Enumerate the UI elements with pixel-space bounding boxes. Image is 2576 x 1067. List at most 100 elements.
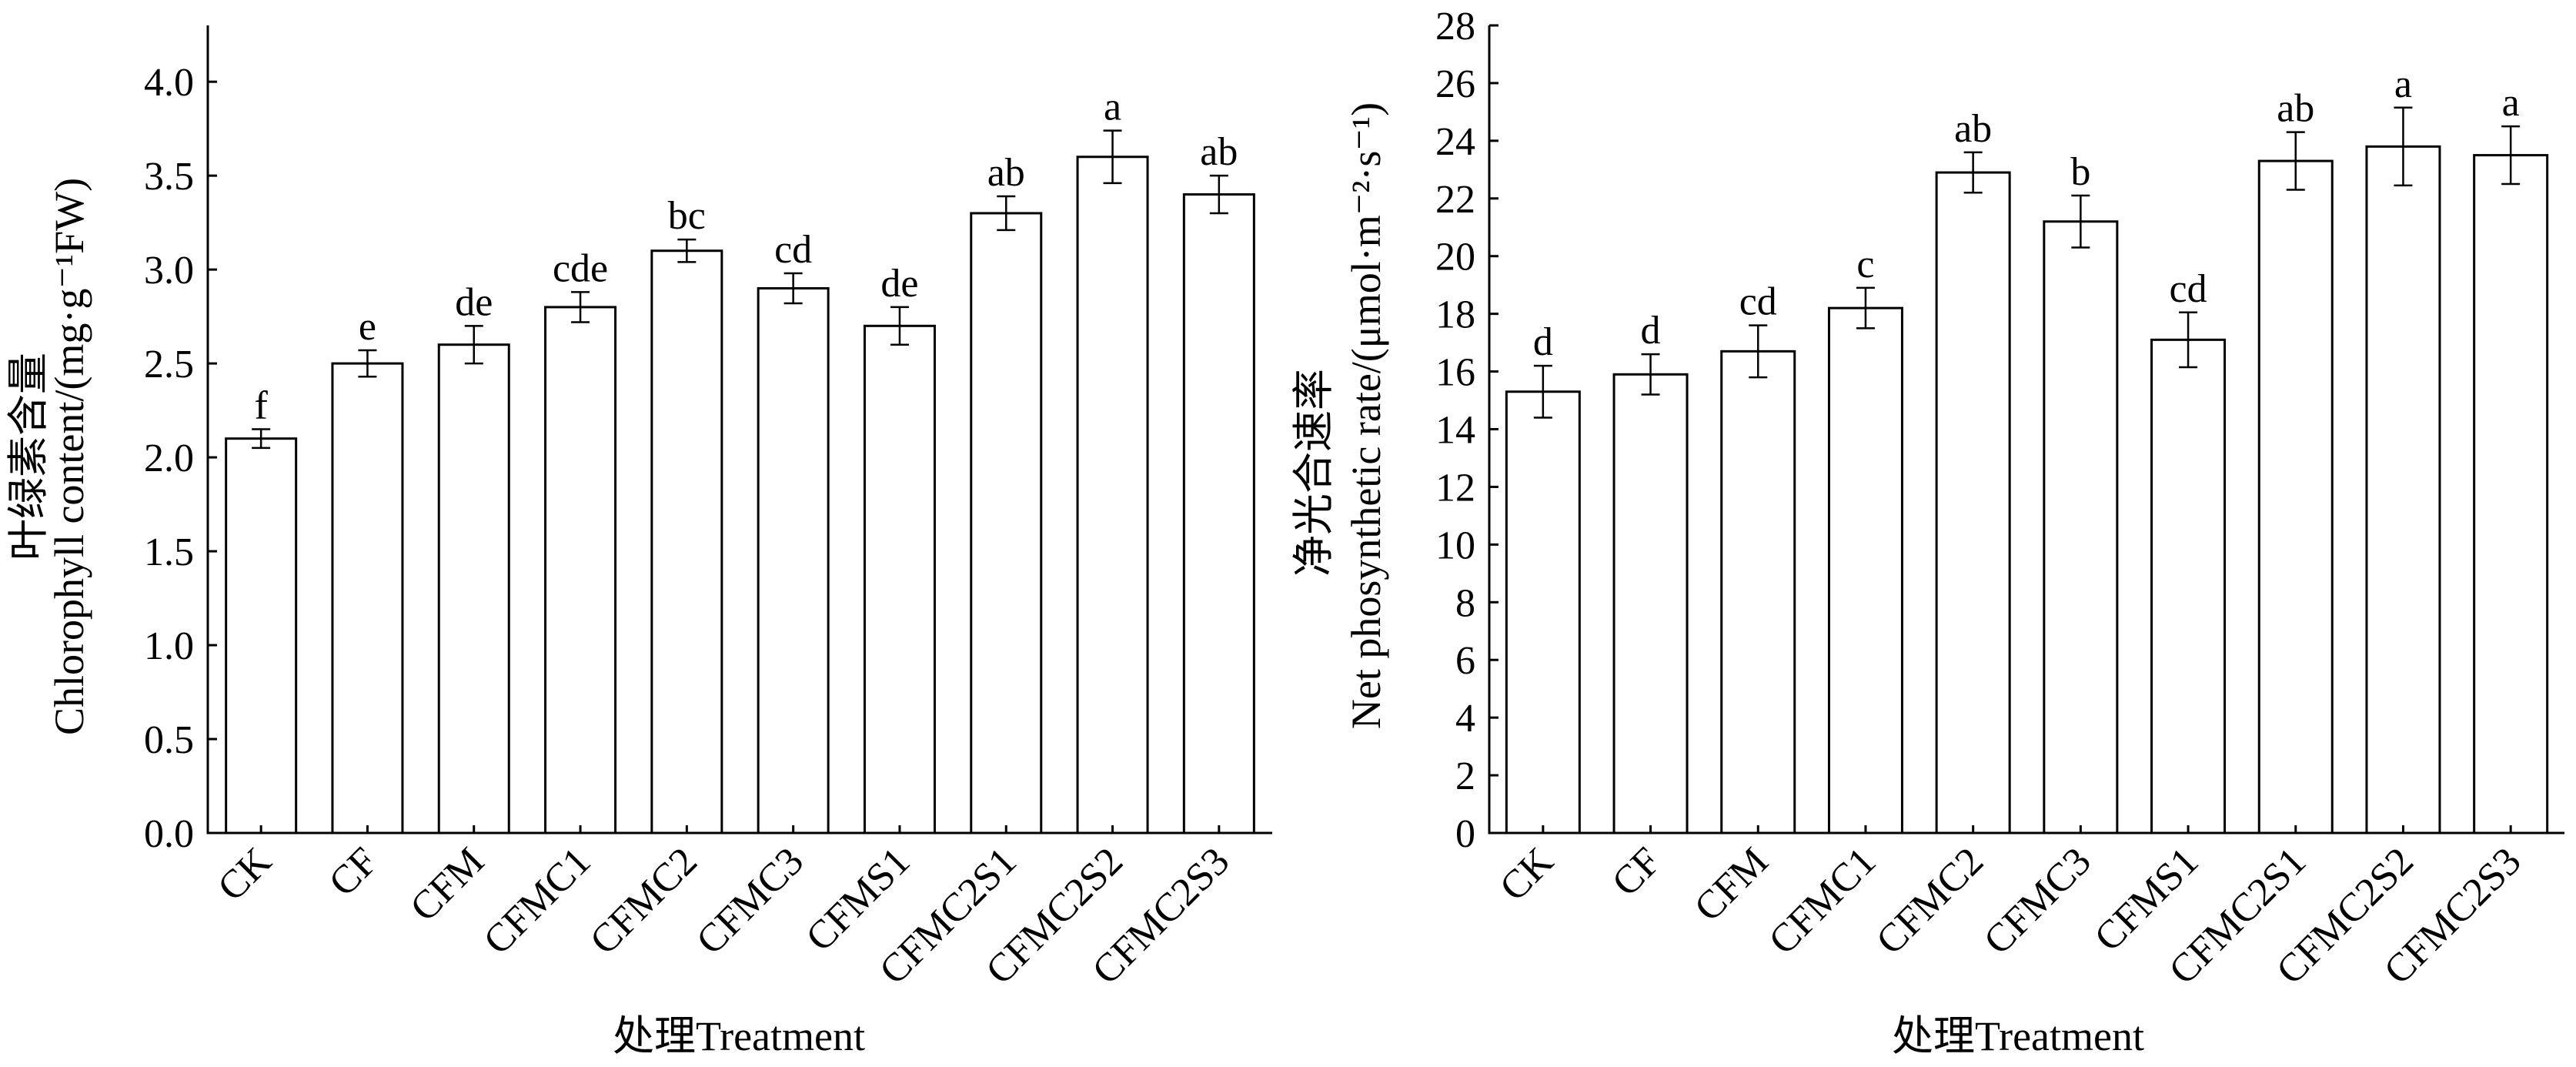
error-bar (997, 195, 1016, 232)
error-bar (464, 325, 483, 365)
y-tick-label: 6 (1455, 639, 1475, 683)
y-tick-label: 2.5 (144, 343, 194, 386)
category-label: CK (209, 839, 280, 910)
category-label: CFMC1 (1761, 839, 1885, 963)
significance-letter: cde (553, 246, 608, 290)
y-tick-label: 4 (1455, 697, 1475, 741)
significance-letter: d (1641, 309, 1661, 353)
category-label: CFM (1686, 839, 1777, 930)
y-tick-label: 3.0 (144, 249, 194, 293)
error-bar (1963, 151, 1983, 194)
error-bar (252, 428, 271, 450)
net-photosynthetic-rate-chart: 净光合速率 Net phosynthetic rate/(μmol·m⁻²·s⁻… (1291, 5, 2564, 1059)
bar-cf (1612, 373, 1689, 835)
bar-cfmc1 (1827, 306, 1903, 835)
error-bar (1641, 353, 1660, 396)
bar-ck (225, 437, 298, 835)
y-axis-label-en: Net phosynthetic rate/(μmol·m⁻²·s⁻¹) (1343, 102, 1389, 729)
error-bar (2286, 131, 2305, 191)
y-tick-label: 1.0 (144, 624, 194, 668)
bar-cfm (1720, 350, 1796, 835)
y-tick-label: 0.5 (144, 718, 194, 762)
y-axis-label-en: Chlorophyll content/(mg·g⁻¹FW) (46, 178, 92, 735)
significance-letter: bc (668, 194, 706, 238)
bar-cfmc3 (757, 287, 830, 835)
y-axis-label-cn: 叶绿素含量 (5, 353, 52, 560)
significance-letter: f (254, 384, 268, 428)
y-tick-label: 8 (1455, 581, 1475, 625)
y-tick-label: 18 (1435, 293, 1475, 337)
bar-cfm (437, 343, 510, 835)
category-label: CF (1604, 839, 1669, 905)
bar-ck (1505, 390, 1581, 835)
error-bar (1749, 324, 1768, 379)
error-bar (1533, 364, 1552, 419)
bar-cfmc2s3 (1182, 193, 1255, 835)
bar-cfmc2s1 (2257, 159, 2334, 835)
error-bar (2179, 311, 2198, 369)
significance-letter: cd (2170, 267, 2207, 311)
category-label: CFMC2 (1868, 839, 1992, 963)
x-axis-label: 处理Treatment (613, 1013, 865, 1059)
significance-letter: a (2394, 62, 2412, 106)
category-label: CFMC2 (582, 839, 706, 963)
chlorophyll-chart: 叶绿素含量 Chlorophyll content/(mg·g⁻¹FW) 处理T… (5, 25, 1272, 1059)
error-bar (677, 238, 697, 263)
x-axis-label: 处理Treatment (1892, 1013, 2144, 1059)
y-axis-label-cn: 净光合速率 (1291, 369, 1337, 577)
error-bar (1209, 174, 1228, 215)
bar-cfms1 (863, 324, 936, 835)
error-bar (571, 291, 590, 323)
bar-cfmc3 (2043, 220, 2119, 835)
y-tick-label: 0.0 (144, 812, 194, 856)
y-tick-label: 2 (1455, 754, 1475, 798)
significance-letter: de (880, 262, 918, 306)
bar-cfmc2s1 (970, 212, 1043, 835)
bar-cfmc2 (650, 249, 723, 835)
category-label: CK (1492, 839, 1562, 910)
y-tick-label: 28 (1435, 5, 1475, 48)
error-bar (783, 272, 803, 305)
y-tick-label: 26 (1435, 62, 1475, 106)
bar-cfmc2s2 (2365, 145, 2441, 835)
significance-letter: de (455, 280, 493, 324)
error-bar (2394, 106, 2413, 187)
error-bar (2501, 125, 2521, 186)
significance-letter: b (2070, 150, 2090, 194)
significance-letter: c (1856, 242, 1874, 286)
bar-cfmc2s3 (2473, 154, 2549, 835)
y-tick-label: 14 (1435, 409, 1475, 453)
significance-letter: a (2502, 81, 2520, 125)
significance-letter: e (359, 305, 376, 349)
error-bar (890, 306, 909, 346)
y-tick-label: 3.5 (144, 155, 194, 199)
significance-letter: d (1533, 320, 1553, 364)
error-bar (1103, 129, 1122, 185)
y-tick-label: 24 (1435, 120, 1475, 164)
error-bar (2071, 194, 2090, 249)
y-tick-label: 2.0 (144, 436, 194, 480)
y-tick-label: 12 (1435, 466, 1475, 510)
category-label: CFM (402, 839, 493, 930)
category-label: CFMC3 (688, 839, 812, 963)
significance-letter: ab (1200, 130, 1238, 174)
y-tick-label: 1.5 (144, 530, 194, 574)
y-tick-label: 10 (1435, 523, 1475, 567)
significance-letter: cd (1739, 280, 1777, 324)
bar-cfms1 (2150, 338, 2227, 835)
bar-cfmc2s2 (1076, 156, 1149, 835)
category-label: CFMC1 (476, 839, 600, 963)
bar-cfmc1 (544, 306, 617, 835)
significance-letter: ab (1954, 107, 1992, 151)
category-label: CFMC3 (1976, 839, 2100, 963)
bar-cfmc2 (1935, 171, 2011, 835)
error-bar (358, 349, 377, 378)
y-tick-label: 22 (1435, 178, 1475, 222)
y-tick-label: 0 (1455, 812, 1475, 856)
y-tick-label: 4.0 (144, 61, 194, 105)
category-label: CF (321, 839, 386, 905)
significance-letter: a (1104, 85, 1121, 129)
y-tick-label: 16 (1435, 351, 1475, 395)
significance-letter: ab (987, 151, 1025, 195)
